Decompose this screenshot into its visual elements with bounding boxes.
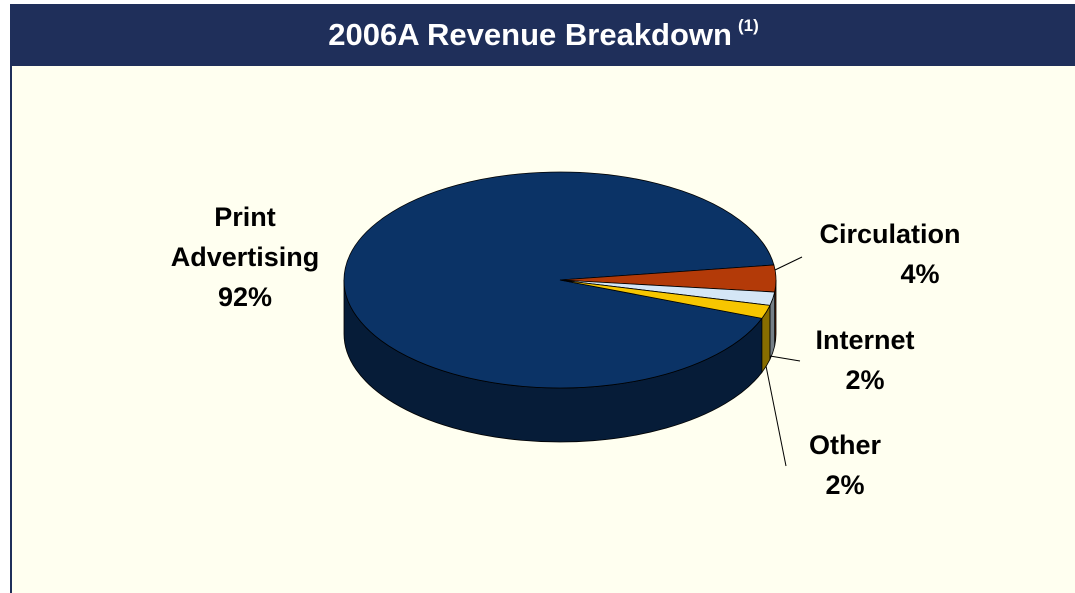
leader-line [765, 365, 787, 467]
pie-slice [559, 279, 771, 319]
value-label: 4% [900, 259, 940, 289]
footnote-mark: (1) [737, 16, 759, 35]
category-label: Internet [815, 325, 915, 355]
category-label: Print Advertising [170, 202, 320, 272]
slice-label: Circulation 4% [800, 214, 980, 294]
value-label: 2% [845, 365, 885, 395]
value-label: 2% [825, 470, 865, 500]
slice-label: Other 2% [780, 425, 910, 505]
chart-frame: 2006A Revenue Breakdown (1) [10, 4, 1075, 593]
leader-line [769, 355, 801, 362]
title-bar: 2006A Revenue Breakdown (1) [12, 4, 1075, 66]
category-label: Circulation [819, 219, 961, 249]
value-label: 92% [217, 282, 273, 312]
category-label: Other [808, 430, 881, 460]
slice-label: Print Advertising 92% [145, 197, 345, 317]
slice-label: Internet 2% [790, 320, 940, 400]
chart-title: 2006A Revenue Breakdown [328, 17, 732, 52]
pie-slice [343, 171, 775, 389]
leader-line [774, 256, 803, 271]
